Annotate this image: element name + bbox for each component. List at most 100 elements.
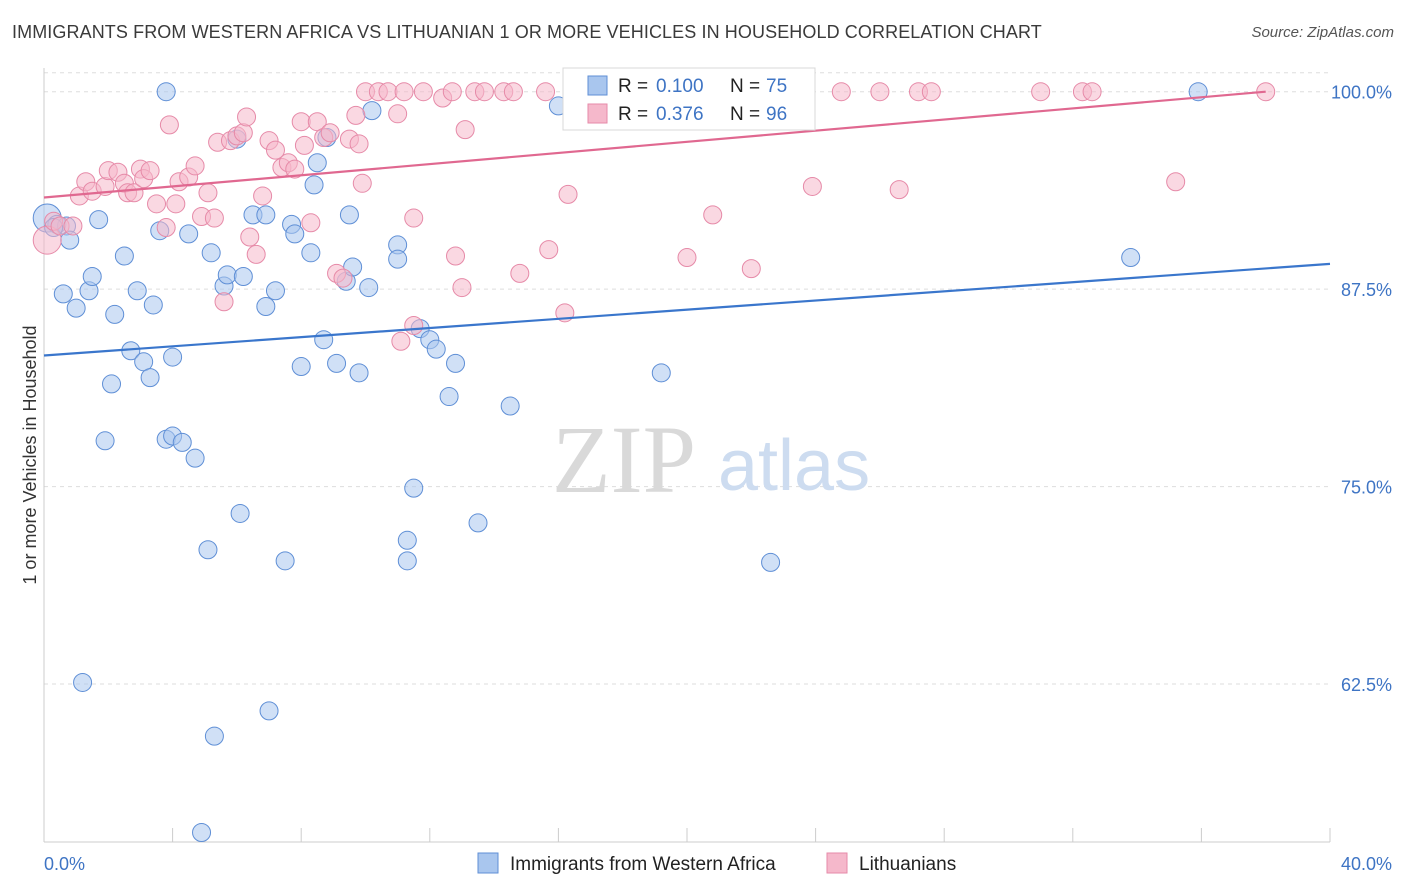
western-africa-point-31 bbox=[233, 267, 253, 287]
western-africa-point-55 bbox=[397, 530, 417, 550]
x-tick-label-1: 40.0% bbox=[1341, 854, 1392, 874]
source-credit: Source: ZipAtlas.com bbox=[1251, 24, 1394, 41]
western-africa-point-26 bbox=[201, 243, 221, 263]
lithuanians-point-64 bbox=[452, 278, 472, 298]
western-africa-point-39 bbox=[285, 224, 305, 244]
lithuanians-point-70 bbox=[510, 263, 530, 283]
lithuanians-point-51 bbox=[352, 173, 372, 193]
western-africa-point-4 bbox=[53, 284, 73, 304]
lithuanians-point-79 bbox=[703, 205, 723, 225]
western-africa-point-22 bbox=[172, 432, 192, 452]
series-legend: Immigrants from Western Africa Lithuania… bbox=[477, 852, 956, 875]
lithuanians-point-69 bbox=[503, 82, 523, 102]
western-africa-point-37 bbox=[275, 551, 295, 571]
legend-r-value-1: 0.100 bbox=[656, 76, 704, 97]
legend-n-value-2: 96 bbox=[766, 104, 787, 125]
lithuanians-point-45 bbox=[320, 123, 340, 143]
western-africa-point-40 bbox=[291, 357, 311, 377]
western-africa-point-8 bbox=[89, 210, 109, 230]
western-africa-point-43 bbox=[307, 153, 327, 173]
y-tick-labels: 100.0% 87.5% 75.0% 62.5% bbox=[1331, 83, 1392, 695]
lithuanians-point-54 bbox=[378, 82, 398, 102]
lithuanians-point-58 bbox=[391, 331, 411, 351]
western-africa-point-63 bbox=[468, 513, 488, 533]
western-africa-point-34 bbox=[256, 297, 276, 317]
lithuanians-point-65 bbox=[455, 120, 475, 140]
bottom-legend-label-1: Immigrants from Western Africa bbox=[510, 854, 776, 875]
western-africa-point-5 bbox=[66, 298, 86, 318]
western-africa-point-33 bbox=[256, 205, 276, 225]
lithuanians-point-27 bbox=[214, 292, 234, 312]
western-africa-point-67 bbox=[761, 552, 781, 572]
lithuanians-point-59 bbox=[404, 315, 424, 335]
lithuanians-point-41 bbox=[294, 135, 314, 155]
western-africa-point-73 bbox=[156, 82, 176, 102]
lithuanians-point-31 bbox=[237, 107, 257, 127]
lithuanians-point-42 bbox=[301, 213, 321, 233]
lithuanians-point-93 bbox=[1166, 172, 1186, 192]
lithuanians-point-81 bbox=[741, 259, 761, 279]
legend-swatch-pink bbox=[587, 103, 608, 124]
lithuanians-point-50 bbox=[349, 134, 369, 154]
lithuanians-point-84 bbox=[802, 176, 822, 196]
lithuanians-point-32 bbox=[240, 227, 260, 247]
lithuanians-point-34 bbox=[253, 186, 273, 206]
y-tick-label-3: 62.5% bbox=[1341, 675, 1392, 695]
western-africa-point-50 bbox=[349, 363, 369, 383]
lithuanians-point-57 bbox=[404, 208, 424, 228]
legend-n-label-2: N = bbox=[730, 104, 760, 125]
western-africa-point-21 bbox=[163, 347, 183, 367]
lithuanians-point-74 bbox=[558, 184, 578, 204]
western-africa-point-7 bbox=[82, 267, 102, 287]
lithuanians-point-33 bbox=[246, 244, 266, 264]
bottom-legend-swatch-blue bbox=[477, 852, 499, 874]
western-africa-point-56 bbox=[397, 551, 417, 571]
western-africa-point-61 bbox=[439, 387, 459, 407]
western-africa-point-70 bbox=[73, 672, 93, 692]
stats-legend: R = 0.100 N = 75 R = 0.376 N = 96 bbox=[562, 67, 816, 131]
lithuanians-point-19 bbox=[166, 194, 186, 214]
western-africa-point-17 bbox=[95, 431, 115, 451]
lithuanians-point-18 bbox=[159, 115, 179, 135]
lithuanians-point-22 bbox=[185, 156, 205, 176]
western-africa-point-35 bbox=[259, 701, 279, 721]
western-africa-point-60 bbox=[426, 339, 446, 359]
lithuanians-point-40 bbox=[291, 112, 311, 132]
western-africa-point-14 bbox=[140, 368, 160, 388]
legend-r-label-2: R = bbox=[618, 104, 648, 125]
western-africa-point-48 bbox=[339, 205, 359, 225]
lithuanians-point-56 bbox=[394, 82, 414, 102]
legend-r-value-2: 0.376 bbox=[656, 104, 704, 125]
legend-n-value-1: 75 bbox=[766, 76, 787, 97]
watermark-atlas: atlas bbox=[718, 426, 870, 506]
western-africa-point-42 bbox=[304, 175, 324, 195]
lithuanians-point-49 bbox=[346, 105, 366, 125]
lithuanians-point-30 bbox=[233, 123, 253, 143]
western-africa-point-46 bbox=[327, 353, 347, 373]
x-tick-labels: 0.0% 40.0% bbox=[44, 854, 1392, 874]
western-africa-point-68 bbox=[1121, 248, 1141, 268]
western-africa-point-44 bbox=[314, 330, 334, 350]
western-africa-point-9 bbox=[105, 304, 125, 324]
western-africa-point-15 bbox=[143, 295, 163, 315]
y-tick-label-2: 75.0% bbox=[1341, 478, 1392, 498]
lithuanians-point-71 bbox=[536, 82, 556, 102]
watermark-zip: ZIP bbox=[552, 406, 696, 513]
trend-lines bbox=[43, 90, 1331, 357]
western-africa-point-41 bbox=[301, 243, 321, 263]
lithuanians-point-92 bbox=[1082, 82, 1102, 102]
western-africa-point-12 bbox=[127, 281, 147, 301]
lithuanians-point-90 bbox=[1031, 82, 1051, 102]
lithuanians-point-89 bbox=[921, 82, 941, 102]
western-africa-point-25 bbox=[198, 540, 218, 560]
lithuanians-point-25 bbox=[204, 208, 224, 228]
western-africa-point-52 bbox=[362, 101, 382, 121]
western-africa-trend-line bbox=[43, 262, 1331, 357]
lithuanians-point-87 bbox=[889, 180, 909, 200]
western-africa-point-23 bbox=[179, 224, 199, 244]
lithuanians-point-63 bbox=[446, 246, 466, 266]
bottom-legend-swatch-pink bbox=[826, 852, 848, 874]
western-africa-point-30 bbox=[230, 503, 250, 523]
western-africa-point-57 bbox=[404, 478, 424, 498]
